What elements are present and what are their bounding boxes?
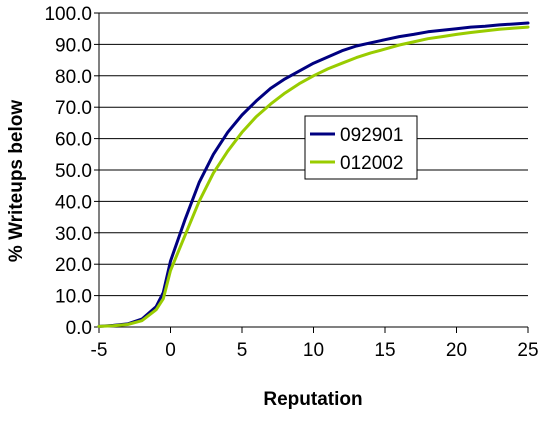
x-tick-label-5: 20: [446, 340, 467, 361]
y-axis-title: % Writeups below: [6, 100, 27, 262]
x-tick-label-2: 5: [237, 340, 248, 361]
legend-box: [304, 115, 418, 180]
y-tick-labels: 0.0 10.0 20.0 30.0 40.0 50.0 60.0 70.0 80.0 90.0 1…: [44, 4, 92, 339]
x-axis-title: Reputation: [263, 389, 362, 410]
legend: 092901 012002: [304, 115, 418, 180]
y-tick-label-5: 50.0: [55, 161, 92, 182]
x-tick-label-3: 10: [303, 340, 324, 361]
y-tick-label-9: 90.0: [55, 35, 92, 56]
legend-label-012002: 012002: [340, 153, 403, 174]
series-lines: [97, 21, 530, 328]
legend-label-092901: 092901: [340, 125, 403, 146]
y-tick-label-3: 30.0: [55, 224, 92, 245]
x-tick-labels: -5 0 5 10 15 20 25: [91, 340, 539, 361]
series-line-012002: [97, 25, 530, 328]
series-line-092901: [97, 21, 530, 328]
y-tick-label-10: 100.0: [44, 4, 92, 25]
y-tick-label-7: 70.0: [55, 98, 92, 119]
y-tick-label-2: 20.0: [55, 255, 92, 276]
y-tick-label-0: 0.0: [66, 318, 92, 339]
axes: [94, 12, 529, 333]
y-tick-label-6: 60.0: [55, 130, 92, 151]
x-tick-label-4: 15: [374, 340, 395, 361]
y-tick-label-1: 10.0: [55, 287, 92, 308]
y-tick-label-4: 40.0: [55, 192, 92, 213]
x-tick-label-0: -5: [91, 340, 108, 361]
y-tick-label-8: 80.0: [55, 67, 92, 88]
x-tick-label-6: 25: [517, 340, 538, 361]
x-tick-label-1: 0: [165, 340, 176, 361]
